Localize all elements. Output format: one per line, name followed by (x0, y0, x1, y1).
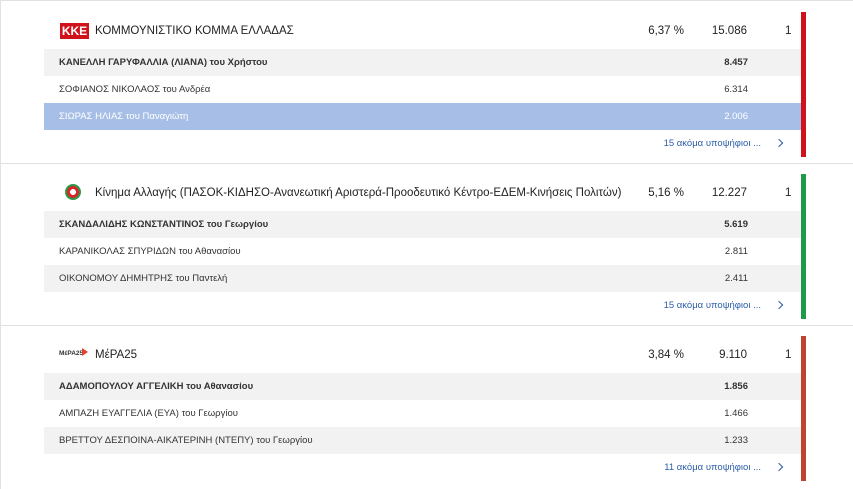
candidate-name: ΑΔΑΜΟΠΟΥΛΟΥ ΑΓΓΕΛΙΚΗ του Αθανασίου (59, 381, 254, 392)
candidate-votes: 1.466 (724, 408, 748, 419)
party-name: ΚΟΜΜΟΥΝΙΣΤΙΚΟ ΚΟΜΜΑ ΕΛΛΑΔΑΣ (95, 25, 294, 37)
party-percent: 5,16 % (648, 187, 684, 199)
candidate-name: ΣΙΩΡΑΣ ΗΛΙΑΣ του Παναγιώτη (59, 111, 189, 122)
separator (1, 325, 853, 326)
candidate-name: ΣΚΑΝΔΑΛΙΔΗΣ ΚΩΝΣΤΑΝΤΙΝΟΣ του Γεωργίου (59, 219, 269, 230)
candidate-votes: 2.811 (724, 246, 748, 257)
party-logo: ΚΚΕ (60, 23, 89, 39)
candidate-name: ΣΟΦΙΑΝΟΣ ΝΙΚΟΛΑΟΣ του Ανδρέα (59, 84, 211, 95)
candidate-votes: 1.856 (724, 381, 748, 392)
party-percent: 3,84 % (648, 349, 684, 361)
candidate-name: ΚΑΡΑΝΙΚΟΛΑΣ ΣΠΥΡΙΔΩΝ του Αθανασίου (59, 246, 241, 257)
candidate-row[interactable]: ΣΟΦΙΑΝΟΣ ΝΙΚΟΛΑΟΣ του Ανδρέα 6.314 (44, 76, 801, 103)
candidate-name: ΑΜΠΑΖΗ ΕΥΑΓΓΕΛΙΑ (ΕΥΑ) του Γεωργίου (59, 408, 238, 419)
candidate-votes: 8.457 (724, 57, 748, 68)
candidate-votes: 1.233 (724, 435, 748, 446)
candidate-row[interactable]: ΣΙΩΡΑΣ ΗΛΙΑΣ του Παναγιώτη 2.006 (44, 103, 801, 130)
candidate-votes: 2.411 (724, 273, 748, 284)
candidate-name: ΚΑΝΕΛΛΗ ΓΑΡΥΦΑΛΛΙΑ (ΛΙΑΝΑ) του Χρήστου (59, 57, 268, 68)
chevron (774, 138, 784, 148)
party-name: Κίνημα Αλλαγής (ΠΑΣΟΚ-ΚΙΔΗΣΟ-Ανανεωτική … (95, 187, 622, 199)
party-votes: 9.110 (719, 349, 747, 361)
candidate-votes: 5.619 (724, 219, 748, 230)
candidate-row[interactable]: ΚΑΝΕΛΛΗ ΓΑΡΥΦΑΛΛΙΑ (ΛΙΑΝΑ) του Χρήστου 8.… (44, 49, 801, 76)
candidate-row[interactable]: ΣΚΑΝΔΑΛΙΔΗΣ ΚΩΝΣΤΑΝΤΙΝΟΣ του Γεωργίου 5.6… (44, 211, 801, 238)
party-percent: 6,37 % (648, 25, 684, 37)
party-name: ΜέΡΑ25 (95, 349, 137, 361)
candidate-votes: 2.006 (724, 111, 748, 122)
party-logo: ΜέΡΑ25 (59, 350, 84, 357)
party-seats: 1 (785, 187, 792, 199)
chevron (774, 462, 784, 472)
candidate-row[interactable]: ΚΑΡΑΝΙΚΟΛΑΣ ΣΠΥΡΙΔΩΝ του Αθανασίου 2.811 (44, 238, 801, 265)
party-logo-mark (82, 348, 88, 356)
candidate-name: ΒΡΕΤΤΟΥ ΔΕΣΠΟΙΝΑ-ΑΙΚΑΤΕΡΙΝΗ (ΝΤΕΠΥ) του … (59, 435, 313, 446)
party-logo (65, 184, 81, 200)
more-link[interactable]: 11 ακόμα υποψήφιοι ... (664, 462, 761, 473)
chevron (774, 300, 784, 310)
candidate-row[interactable]: ΑΔΑΜΟΠΟΥΛΟΥ ΑΓΓΕΛΙΚΗ του Αθανασίου 1.856 (44, 373, 801, 400)
more-link[interactable]: 15 ακόμα υποψήφιοι ... (663, 300, 761, 311)
party-color-bar (801, 336, 806, 481)
party-color-bar (801, 12, 806, 157)
party-seats: 1 (785, 349, 792, 361)
candidate-row[interactable]: ΟΙΚΟΝΟΜΟΥ ΔΗΜΗΤΡΗΣ του Παντελή 2.411 (44, 265, 801, 292)
candidate-votes: 6.314 (724, 84, 748, 95)
party-votes: 12.227 (711, 187, 747, 199)
candidate-name: ΟΙΚΟΝΟΜΟΥ ΔΗΜΗΤΡΗΣ του Παντελή (59, 273, 228, 284)
more-link[interactable]: 15 ακόμα υποψήφιοι ... (663, 138, 761, 149)
candidate-row[interactable]: ΑΜΠΑΖΗ ΕΥΑΓΓΕΛΙΑ (ΕΥΑ) του Γεωργίου 1.466 (44, 400, 801, 427)
separator (1, 163, 853, 164)
party-color-bar (801, 174, 806, 319)
candidate-row[interactable]: ΒΡΕΤΤΟΥ ΔΕΣΠΟΙΝΑ-ΑΙΚΑΤΕΡΙΝΗ (ΝΤΕΠΥ) του … (44, 427, 801, 454)
party-votes: 15.086 (711, 25, 747, 37)
party-seats: 1 (785, 25, 792, 37)
